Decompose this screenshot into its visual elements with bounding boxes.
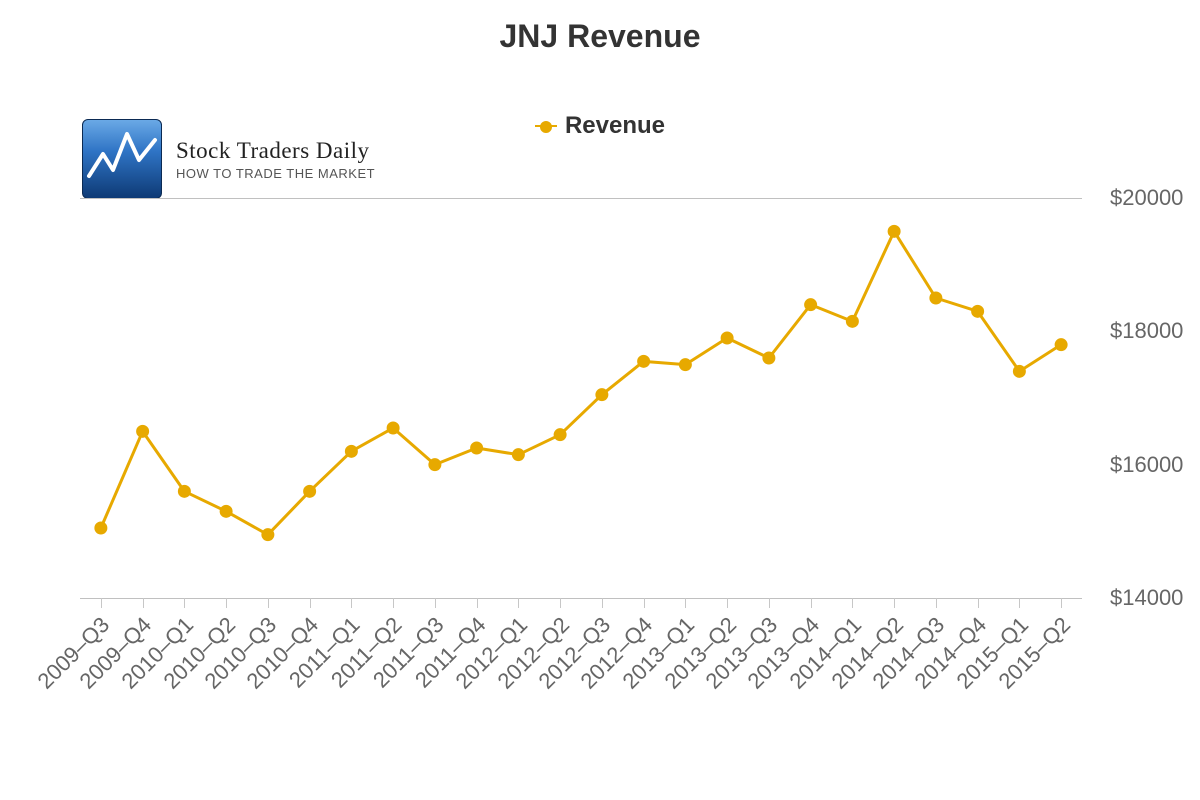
data-point	[429, 459, 441, 471]
logo-icon	[82, 119, 162, 199]
x-tick	[393, 598, 394, 608]
x-tick	[685, 598, 686, 608]
x-tick	[852, 598, 853, 608]
x-tick	[560, 598, 561, 608]
chart-container: JNJ Revenue Revenue Stock Traders Daily …	[0, 0, 1200, 800]
data-point	[638, 355, 650, 367]
data-point	[471, 442, 483, 454]
data-point	[1055, 339, 1067, 351]
x-tick	[101, 598, 102, 608]
x-tick	[310, 598, 311, 608]
y-tick-label: $18000	[1110, 318, 1183, 344]
x-tick	[602, 598, 603, 608]
x-tick	[184, 598, 185, 608]
watermark-logo: Stock Traders Daily HOW TO TRADE THE MAR…	[82, 120, 452, 198]
data-point	[596, 389, 608, 401]
data-point	[763, 352, 775, 364]
data-point	[262, 529, 274, 541]
y-tick-label: $14000	[1110, 585, 1183, 611]
chart-title: JNJ Revenue	[0, 18, 1200, 55]
logo-line1: Stock Traders Daily	[176, 138, 375, 164]
legend-item-revenue: Revenue	[535, 112, 665, 140]
data-point	[137, 425, 149, 437]
data-point	[1013, 365, 1025, 377]
data-point	[679, 359, 691, 371]
logo-text: Stock Traders Daily HOW TO TRADE THE MAR…	[176, 138, 375, 181]
series-line-revenue	[101, 231, 1061, 534]
data-point	[805, 299, 817, 311]
data-point	[972, 305, 984, 317]
series-svg	[80, 198, 1082, 598]
x-tick	[518, 598, 519, 608]
x-tick	[769, 598, 770, 608]
data-point	[930, 292, 942, 304]
x-tick	[978, 598, 979, 608]
x-tick	[644, 598, 645, 608]
data-point	[345, 445, 357, 457]
x-tick	[351, 598, 352, 608]
legend-swatch-icon	[535, 125, 557, 127]
data-point	[512, 449, 524, 461]
x-tick	[936, 598, 937, 608]
x-tick	[1061, 598, 1062, 608]
x-tick	[477, 598, 478, 608]
data-point	[95, 522, 107, 534]
logo-line2: HOW TO TRADE THE MARKET	[176, 166, 375, 181]
x-tick	[435, 598, 436, 608]
x-tick	[268, 598, 269, 608]
x-tick	[894, 598, 895, 608]
x-tick	[811, 598, 812, 608]
x-tick	[727, 598, 728, 608]
x-tick	[226, 598, 227, 608]
y-tick-label: $16000	[1110, 452, 1183, 478]
data-point	[220, 505, 232, 517]
data-point	[304, 485, 316, 497]
data-point	[888, 225, 900, 237]
data-point	[554, 429, 566, 441]
data-point	[387, 422, 399, 434]
plot-area: $14000$16000$18000$200002009–Q32009–Q420…	[80, 198, 1082, 598]
x-tick	[143, 598, 144, 608]
data-point	[846, 315, 858, 327]
y-tick-label: $20000	[1110, 185, 1183, 211]
x-tick	[1019, 598, 1020, 608]
data-point	[178, 485, 190, 497]
x-axis	[80, 598, 1082, 599]
data-point	[721, 332, 733, 344]
legend-label: Revenue	[565, 112, 665, 140]
